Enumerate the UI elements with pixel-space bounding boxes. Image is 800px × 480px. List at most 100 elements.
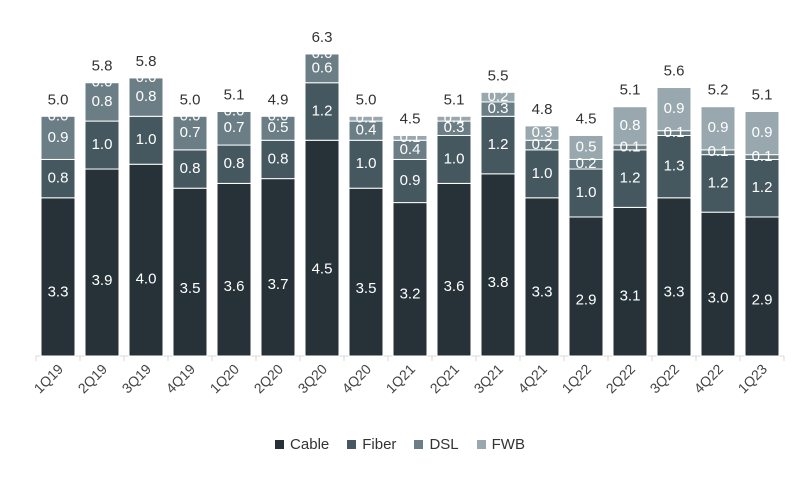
- total-value-label: 6.3: [312, 29, 333, 46]
- bar-segment-fwb: [392, 134, 428, 141]
- total-value-label: 5.0: [48, 91, 69, 108]
- total-value-label: 5.0: [356, 91, 377, 108]
- segment-value-label: 1.0: [92, 136, 113, 153]
- bar-segment-fiber: [568, 168, 604, 218]
- total-value-label: 5.8: [136, 53, 157, 70]
- segment-value-label: 4.5: [312, 261, 333, 278]
- legend-swatch-dsl: [414, 440, 424, 449]
- bar-segment-dsl: [40, 115, 76, 160]
- x-tick-label: 3Q22: [647, 361, 683, 397]
- bar-segment-fwb: [656, 87, 692, 132]
- segment-value-label: 0.5: [268, 119, 289, 136]
- bar-segment-cable: [304, 139, 340, 357]
- segment-value-label: 1.0: [532, 165, 553, 182]
- segment-value-label: 3.6: [444, 278, 465, 295]
- segment-value-label: 0.0: [48, 107, 69, 124]
- segment-value-label: 3.8: [488, 274, 509, 291]
- bar-segment-cable: [84, 168, 120, 357]
- segment-value-label: 0.4: [356, 122, 377, 139]
- x-tick-label: 2Q20: [251, 361, 287, 397]
- segment-value-label: 2.9: [576, 291, 597, 308]
- bar-segment-fwb: [744, 111, 780, 156]
- bar-segment-dsl: [304, 53, 340, 84]
- legend-item-fwb: FWB: [476, 436, 525, 453]
- segment-value-label: 3.6: [224, 278, 245, 295]
- x-tick-label: 1Q21: [383, 361, 419, 397]
- bar-segment-fiber: [128, 115, 164, 165]
- bar-segment-cable: [744, 216, 780, 357]
- segment-value-label: 0.8: [180, 160, 201, 177]
- segment-value-label: 0.8: [136, 88, 157, 105]
- legend-item-cable: Cable: [275, 436, 329, 453]
- segment-value-label: 0.8: [268, 150, 289, 167]
- legend: Cable Fiber DSL FWB: [0, 436, 800, 453]
- bar-segment-cable: [700, 211, 736, 357]
- x-tick-label: 4Q19: [163, 361, 199, 397]
- total-value-label: 5.5: [488, 67, 509, 84]
- segment-value-label: 0.6: [312, 59, 333, 76]
- segment-value-label: 0.7: [180, 124, 201, 141]
- segment-value-label: 0.0: [312, 45, 333, 62]
- segment-value-label: 0.5: [576, 138, 597, 155]
- segment-value-label: 3.3: [664, 284, 685, 301]
- segment-value-label: 1.2: [620, 170, 641, 187]
- bar-segment-cable: [348, 187, 384, 357]
- total-value-label: 5.8: [92, 58, 113, 75]
- bar-segment-fwb: [436, 115, 472, 122]
- bar-segment-cable: [524, 197, 560, 357]
- legend-swatch-cable: [275, 440, 285, 449]
- bar-segment-fiber: [436, 134, 472, 184]
- bar-segment-fiber: [524, 149, 560, 199]
- bar-segment-dsl: [128, 77, 164, 117]
- segment-value-label: 3.5: [180, 280, 201, 297]
- segment-value-label: 0.0: [268, 107, 289, 124]
- segment-value-label: 1.0: [136, 131, 157, 148]
- segment-value-label: 3.2: [400, 286, 421, 303]
- segment-value-label: 0.1: [356, 110, 377, 127]
- segment-value-label: 1.0: [356, 155, 377, 172]
- segment-value-label: 3.9: [92, 272, 113, 289]
- bar-segment-fiber: [744, 158, 780, 218]
- x-tick-label: 3Q20: [295, 361, 331, 397]
- segment-value-label: 0.0: [180, 107, 201, 124]
- x-tick-label: 4Q21: [515, 361, 551, 397]
- segment-value-label: 0.9: [48, 129, 69, 146]
- bar-segment-dsl: [260, 115, 296, 141]
- segment-value-label: 0.8: [92, 93, 113, 110]
- bar-segment-fiber: [172, 149, 208, 189]
- segment-value-label: 0.9: [664, 100, 685, 117]
- total-value-label: 5.6: [664, 63, 685, 80]
- bar-segment-dsl: [172, 115, 208, 151]
- segment-value-label: 0.8: [620, 117, 641, 134]
- segment-value-label: 0.3: [488, 100, 509, 117]
- legend-label-fiber: Fiber: [362, 436, 397, 453]
- bar-segment-cable: [172, 187, 208, 357]
- segment-value-label: 3.0: [708, 289, 729, 306]
- segment-value-label: 1.0: [576, 184, 597, 201]
- segment-value-label: 3.5: [356, 280, 377, 297]
- segment-value-label: 3.3: [48, 284, 69, 301]
- x-tick-label: 1Q19: [31, 361, 67, 397]
- bar-segment-dsl: [84, 82, 120, 122]
- segment-value-label: 1.2: [488, 136, 509, 153]
- x-tick-label: 4Q22: [691, 361, 727, 397]
- total-value-label: 4.5: [576, 110, 597, 127]
- segment-value-label: 1.2: [752, 179, 773, 196]
- bar-segment-fiber: [480, 115, 516, 175]
- segment-value-label: 0.2: [532, 136, 553, 153]
- bar-segment-cable: [128, 163, 164, 357]
- total-value-label: 4.8: [532, 101, 553, 118]
- bar-segment-cable: [612, 206, 648, 357]
- total-value-label: 5.0: [180, 91, 201, 108]
- bar-segment-fwb: [568, 134, 604, 160]
- x-tick-label: 4Q20: [339, 361, 375, 397]
- bar-segment-fwb: [612, 106, 648, 146]
- segment-value-label: 0.8: [224, 155, 245, 172]
- segment-value-label: 0.1: [664, 124, 685, 141]
- bar-segment-dsl: [216, 111, 252, 146]
- total-value-label: 5.1: [752, 87, 773, 104]
- x-tick-label: 1Q22: [559, 361, 595, 397]
- segment-value-label: 0.1: [444, 110, 465, 127]
- segment-value-label: 3.1: [620, 288, 641, 305]
